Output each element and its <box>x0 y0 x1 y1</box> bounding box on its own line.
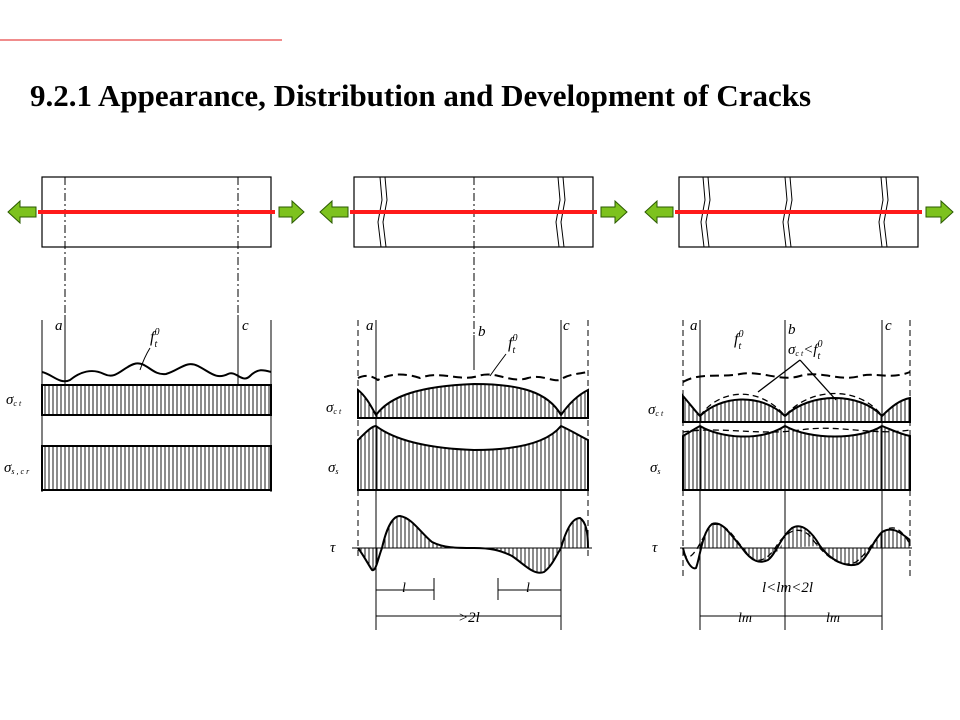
leader-line <box>489 353 507 377</box>
concrete-stress-dashed <box>699 392 883 418</box>
tensile-strength-curve <box>41 362 272 383</box>
arrow-right-icon <box>600 199 628 225</box>
tensile-strength-dashed <box>357 371 589 382</box>
section-label-c: c <box>563 318 570 334</box>
steel-stress-block <box>41 445 272 491</box>
bond-stress-fill-neg <box>474 548 561 573</box>
slide-title: 9.2.1 Appearance, Distribution and Devel… <box>30 78 812 113</box>
row-label-steel: σs <box>328 460 339 476</box>
steel-stress-curve <box>682 424 911 491</box>
tensile-strength-dashed <box>682 371 911 383</box>
section-label-a: a <box>55 318 63 334</box>
tensile-strength-label: f0 t <box>508 333 517 356</box>
dim-label-l-left: l <box>402 581 406 596</box>
arrow-left-icon <box>7 199 37 225</box>
section-label-a: a <box>690 318 698 334</box>
steel-stress-dashed <box>682 427 911 433</box>
bond-stress-fill <box>700 523 910 566</box>
concrete-stress-block <box>41 384 272 416</box>
tensile-strength-label: f0 t <box>150 327 159 350</box>
accent-line <box>0 39 282 41</box>
row-label-bond: τ <box>652 540 658 556</box>
dim-label-lm-1: lm <box>738 611 752 626</box>
row-label-steel: σs <box>650 460 661 476</box>
row-label-concrete: σc t <box>326 400 342 416</box>
section-label-c: c <box>885 318 892 334</box>
panel-stabilized-cracks: a b c f0 t σc t<f0 t σc t σs τ l<lm<2l lm … <box>644 176 954 630</box>
crack-diagram-figure: a c f0 t σc t σs , c r a b c f0 t σc t <box>0 160 960 660</box>
row-label-bond: τ <box>330 540 336 556</box>
leader-line-1 <box>757 359 801 393</box>
arrow-right-icon <box>278 199 305 225</box>
steel-stress-curve <box>357 424 589 491</box>
arrow-left-icon <box>319 199 349 225</box>
concrete-stress-curve <box>357 382 589 419</box>
section-label-c: c <box>242 318 249 334</box>
row-label-concrete: σc t <box>6 392 22 408</box>
dim-label-l-right: l <box>526 581 530 596</box>
panel-uncracked: a c f0 t σc t σs , c r <box>4 176 305 492</box>
arrow-left-icon <box>644 199 674 225</box>
bond-stress-fill-pos <box>382 516 474 548</box>
crack-diagram: a c f0 t σc t σs , c r a b c f0 t σc t <box>4 176 954 630</box>
concrete-stress-curve <box>682 393 911 423</box>
tensile-strength-label: f0 t <box>734 329 743 352</box>
dim-label-lm-2: lm <box>826 611 840 626</box>
section-label-a: a <box>366 318 374 334</box>
inequality-label: σc t<f0 t <box>788 339 822 362</box>
arrow-right-icon <box>925 199 954 225</box>
section-label-b: b <box>788 322 796 338</box>
leader-line <box>139 347 151 371</box>
spacing-relation-label: l<lm<2l <box>762 580 813 596</box>
row-label-concrete: σc t <box>648 402 664 418</box>
row-label-steel: σs , c r <box>4 460 30 476</box>
dim-label-total: >2l <box>458 610 480 626</box>
section-label-b: b <box>478 324 486 340</box>
panel-first-cracks: a b c f0 t σc t σs τ l l >2l <box>319 176 628 630</box>
